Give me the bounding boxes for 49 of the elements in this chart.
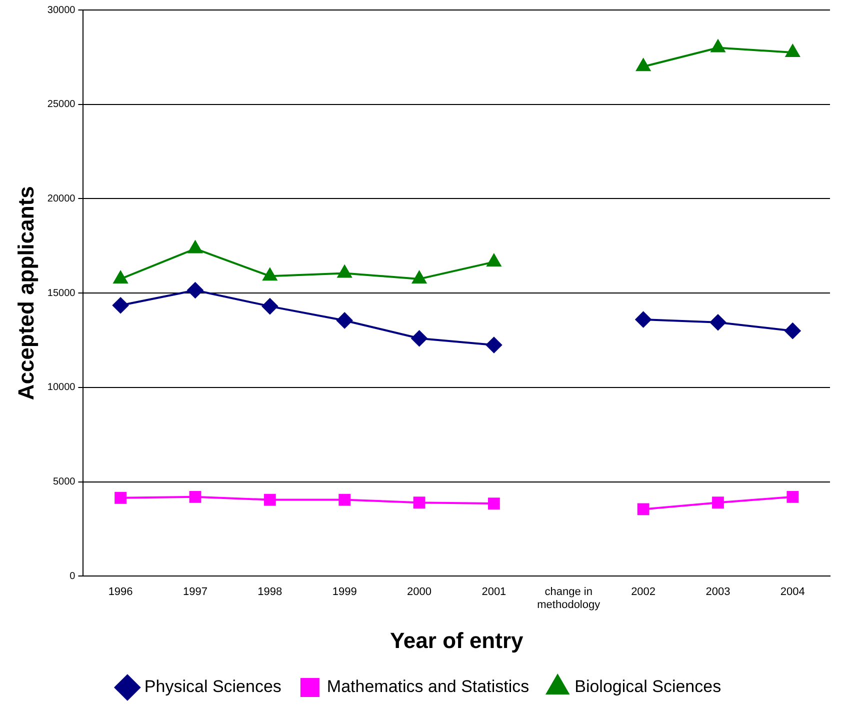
- point: [262, 268, 277, 281]
- x-tick-label: change in methodology: [537, 586, 601, 612]
- point: [786, 490, 799, 503]
- x-tick-label: 2004: [780, 586, 805, 598]
- point: [262, 298, 278, 314]
- point: [412, 270, 426, 284]
- point: [112, 297, 129, 314]
- point: [189, 490, 202, 503]
- point: [113, 270, 128, 284]
- legend-label: Biological Sciences: [574, 677, 722, 696]
- y-tick-label: 30000: [47, 4, 76, 16]
- point: [710, 40, 726, 52]
- x-axis-title: Year of entry: [390, 628, 524, 653]
- point: [635, 312, 652, 328]
- y-tick-label: 0: [70, 570, 76, 582]
- y-tick-label: 10000: [47, 382, 76, 394]
- point: [488, 498, 500, 510]
- x-tick-label: 2001: [482, 586, 506, 598]
- point: [336, 312, 353, 328]
- point: [786, 44, 800, 57]
- x-tick-label: 1996: [108, 586, 133, 598]
- x-tick-label: 2000: [407, 586, 432, 598]
- point: [710, 314, 726, 330]
- y-tick-label: 25000: [47, 99, 76, 110]
- point: [636, 58, 650, 72]
- point: [114, 492, 126, 504]
- y-tick-label: 15000: [47, 288, 76, 299]
- point: [187, 282, 204, 298]
- point: [188, 240, 202, 254]
- y-tick-label: 20000: [47, 193, 76, 204]
- point: [338, 494, 351, 506]
- point: [486, 337, 502, 353]
- x-tick-label: 1998: [258, 586, 282, 598]
- y-axis-title: Accepted applicants: [13, 186, 38, 400]
- x-tick-label: 1999: [332, 586, 357, 598]
- point: [264, 494, 276, 506]
- point: [784, 322, 801, 339]
- point: [486, 254, 502, 266]
- legend-label: Physical Sciences: [144, 677, 282, 696]
- point: [413, 496, 426, 509]
- point: [637, 503, 650, 516]
- x-tick-label: 2003: [706, 586, 730, 598]
- y-tick-label: 5000: [52, 476, 76, 488]
- legend-label: Mathematics and Statistics: [326, 677, 530, 696]
- point: [411, 330, 428, 346]
- point: [338, 265, 352, 278]
- point: [712, 496, 724, 509]
- x-tick-label: 2002: [631, 586, 656, 598]
- x-tick-label: 1997: [182, 586, 208, 598]
